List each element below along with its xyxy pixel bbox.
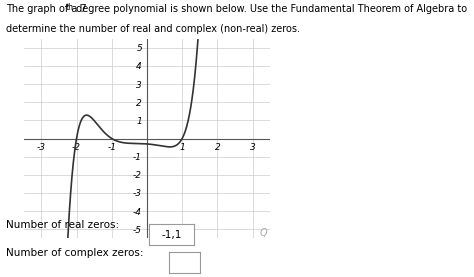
Text: Number of complex zeros:: Number of complex zeros: bbox=[6, 248, 143, 258]
Text: -1,1: -1,1 bbox=[162, 230, 182, 240]
Text: Q: Q bbox=[259, 228, 267, 238]
Text: degree polynomial is shown below. Use the Fundamental Theorem of Algebra to: degree polynomial is shown below. Use th… bbox=[73, 4, 467, 14]
Text: Number of real zeros:: Number of real zeros: bbox=[6, 220, 119, 230]
Text: th: th bbox=[66, 3, 74, 12]
Text: The graph of a 7: The graph of a 7 bbox=[6, 4, 86, 14]
Text: determine the number of real and complex (non-real) zeros.: determine the number of real and complex… bbox=[6, 24, 300, 34]
